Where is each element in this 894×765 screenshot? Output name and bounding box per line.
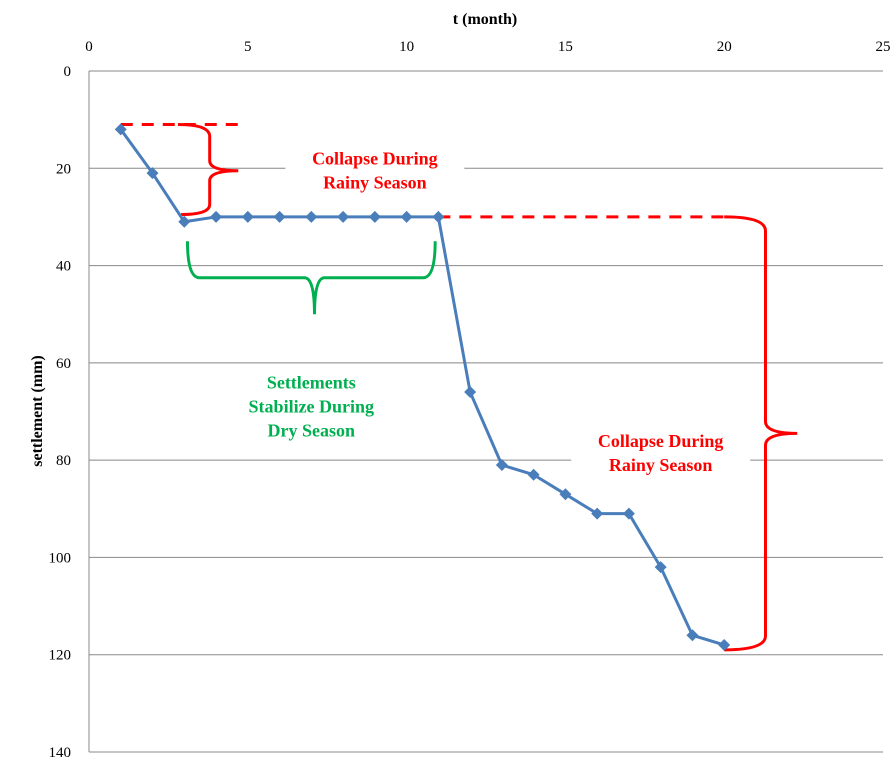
annotation-collapse-1-line: Collapse During [312, 149, 438, 169]
annotation-stabilize-line: Stabilize During [249, 397, 375, 417]
data-point [686, 629, 699, 642]
annotation-brackets [120, 123, 798, 652]
data-point [527, 468, 540, 481]
brace-collapse-2 [724, 215, 798, 652]
grid [89, 70, 883, 753]
x-tick-label: 15 [558, 39, 573, 55]
series-line [119, 128, 725, 647]
data-point [305, 210, 318, 223]
y-tick-label: 20 [56, 161, 71, 177]
data-point [654, 561, 667, 574]
data-point [495, 459, 508, 472]
y-tick-label: 40 [56, 259, 71, 275]
y-tick-label: 140 [49, 745, 72, 761]
y-axis-title: settlement (mm) [29, 355, 46, 467]
brace-stabilize [185, 241, 437, 315]
annotation-collapse-2-line: Collapse During [598, 431, 724, 451]
x-tick-label: 0 [85, 39, 93, 55]
data-point [273, 210, 286, 223]
data-point [178, 215, 191, 228]
data-point [114, 123, 127, 136]
x-tick-label: 25 [876, 39, 891, 55]
annotation-collapse-2-line: Rainy Season [609, 455, 713, 475]
data-point [622, 507, 635, 520]
annotation-backgrounds [216, 144, 751, 483]
x-tick-label: 20 [717, 39, 732, 55]
annotation-stabilize-line: Dry Season [268, 421, 356, 441]
data-point [146, 167, 159, 180]
annotation-bg-collapse-2 [571, 426, 751, 483]
annotation-bg-stabilize [216, 368, 406, 449]
data-point [241, 210, 254, 223]
data-point [337, 210, 350, 223]
y-tick-label: 60 [56, 356, 71, 372]
axes: 0 20 40 60 80 100 120 140 0 5 10 15 20 25 [49, 39, 891, 761]
annotation-labels: Collapse During Rainy Season Settlements St… [249, 149, 724, 475]
y-tick-label: 0 [64, 64, 72, 80]
y-tick-label: 80 [56, 453, 71, 469]
y-tick-label: 120 [49, 648, 72, 664]
y-tick-label: 100 [49, 550, 72, 566]
brace-collapse-1 [177, 123, 239, 216]
x-tick-label: 10 [399, 39, 414, 55]
data-point [368, 210, 381, 223]
data-point [464, 386, 477, 399]
data-point [718, 638, 731, 651]
annotation-collapse-1-line: Rainy Season [323, 173, 427, 193]
data-point [591, 507, 604, 520]
annotation-bg-collapse-1 [285, 144, 465, 201]
data-point [559, 488, 572, 501]
x-tick-label: 5 [244, 39, 252, 55]
data-point [400, 210, 413, 223]
data-point [210, 210, 223, 223]
annotation-stabilize-line: Settlements [267, 373, 356, 393]
x-axis-title: t (month) [453, 11, 517, 28]
series-settlement [114, 123, 731, 651]
data-point [432, 210, 445, 223]
